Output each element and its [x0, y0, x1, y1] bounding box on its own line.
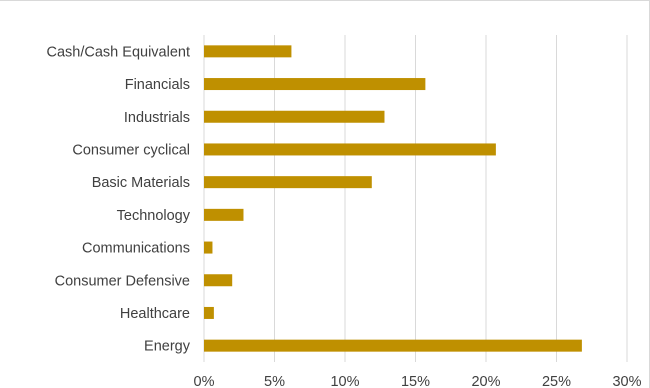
- bar: [204, 143, 496, 156]
- category-label: Industrials: [124, 110, 190, 126]
- category-label: Healthcare: [120, 306, 190, 322]
- bar: [204, 110, 385, 123]
- category-label: Communications: [82, 241, 190, 257]
- category-label: Basic Materials: [92, 175, 190, 191]
- bar: [204, 274, 233, 287]
- x-tick-labels: 0% 5% 10% 15% 20% 25% 30%: [194, 374, 642, 388]
- x-tick-label: 25%: [542, 374, 571, 388]
- bars: [204, 45, 582, 352]
- x-tick-label: 15%: [401, 374, 430, 388]
- category-label: Cash/Cash Equivalent: [47, 44, 190, 60]
- category-label: Consumer cyclical: [72, 142, 190, 158]
- x-tick-label: 20%: [471, 374, 500, 388]
- category-label: Energy: [144, 339, 191, 355]
- bar: [204, 208, 244, 221]
- bar: [204, 241, 213, 254]
- bar: [204, 78, 426, 91]
- category-label: Financials: [125, 77, 190, 93]
- category-label: Consumer Defensive: [55, 273, 190, 289]
- x-tick-label: 10%: [330, 374, 359, 388]
- x-tick-label: 30%: [612, 374, 641, 388]
- gridlines: [203, 35, 628, 362]
- category-labels: Cash/Cash Equivalent Financials Industrial…: [47, 44, 191, 354]
- bar: [204, 339, 582, 352]
- bar: [204, 45, 292, 58]
- x-tick-label: 0%: [194, 374, 215, 388]
- x-tick-label: 5%: [264, 374, 285, 388]
- category-label: Technology: [117, 208, 191, 224]
- bar: [204, 306, 214, 319]
- bar: [204, 176, 372, 189]
